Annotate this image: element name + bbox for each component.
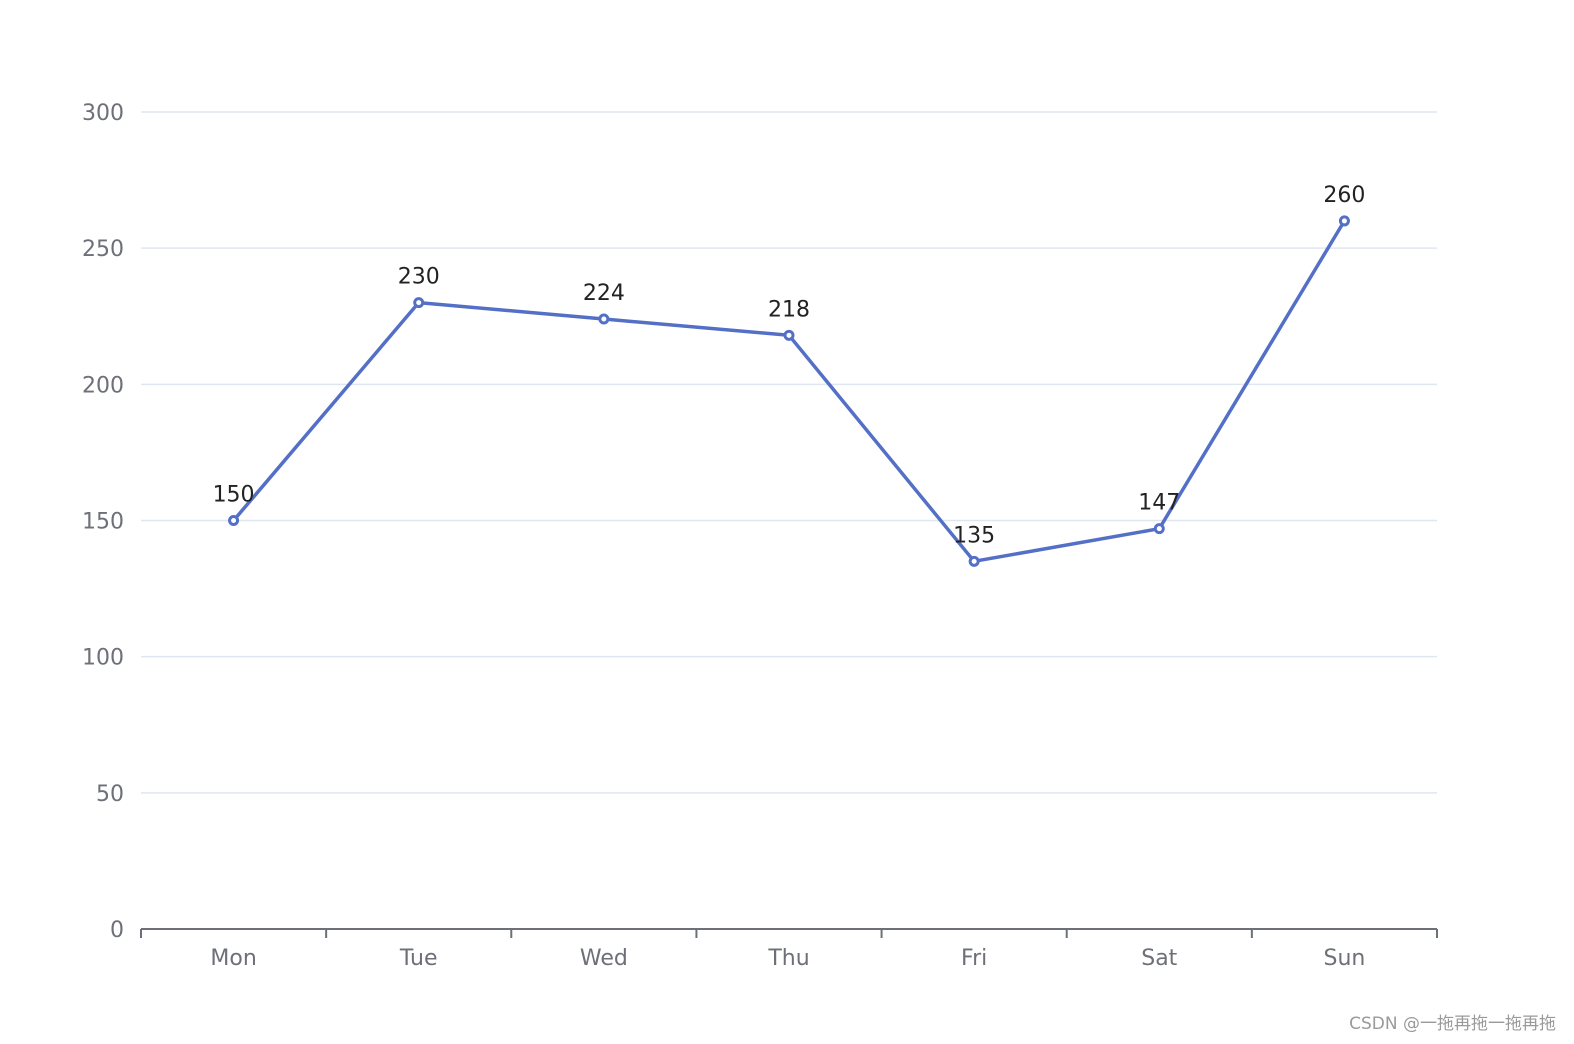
data-labels: 150 230 224 218 135 147 260	[213, 183, 1366, 548]
data-label-sun: 260	[1323, 183, 1365, 208]
x-tick-label-tue: Tue	[399, 946, 438, 971]
data-label-mon: 150	[213, 483, 255, 508]
x-tick-label-mon: Mon	[210, 946, 256, 971]
data-point-sun[interactable]	[1338, 215, 1350, 227]
y-tick-label: 250	[82, 237, 124, 262]
watermark-text: CSDN @一拖再拖一拖再拖	[1349, 1014, 1556, 1034]
x-tick-label-sun: Sun	[1323, 946, 1365, 971]
data-label-sat: 147	[1138, 491, 1180, 516]
x-axis: Mon Tue Wed Thu Fri Sat Sun	[140, 928, 1438, 971]
y-tick-label: 0	[110, 918, 124, 943]
y-tick-label: 100	[82, 646, 124, 671]
data-label-thu: 218	[768, 297, 810, 322]
x-tick-label-sat: Sat	[1141, 946, 1177, 971]
data-point-sat[interactable]	[1153, 523, 1165, 535]
grid-lines	[141, 111, 1437, 794]
y-tick-label: 300	[82, 101, 124, 126]
data-point-mon[interactable]	[228, 515, 240, 526]
y-tick-label: 50	[96, 782, 124, 807]
x-tick-label-thu: Thu	[767, 946, 809, 971]
x-tick-label-wed: Wed	[580, 946, 628, 971]
y-axis: 0 50 100 150 200 250 300	[82, 101, 124, 943]
data-point-wed[interactable]	[598, 313, 610, 325]
data-label-tue: 230	[398, 265, 440, 290]
data-label-fri: 135	[953, 523, 995, 548]
x-tick-label-fri: Fri	[961, 946, 987, 971]
y-tick-label: 200	[82, 373, 124, 398]
y-tick-label: 150	[82, 510, 124, 535]
data-point-tue[interactable]	[413, 297, 425, 309]
data-point-thu[interactable]	[783, 329, 795, 341]
data-point-fri[interactable]	[968, 555, 980, 567]
data-label-wed: 224	[583, 281, 625, 306]
data-points	[228, 215, 1350, 567]
